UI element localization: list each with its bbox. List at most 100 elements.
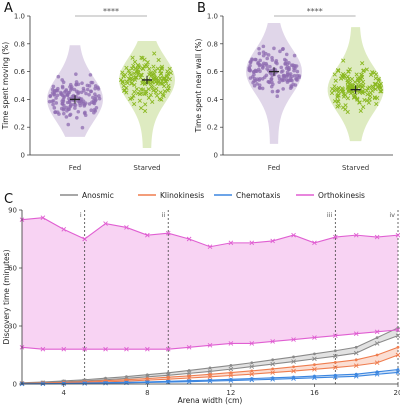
data-point — [68, 88, 73, 92]
data-point — [265, 56, 270, 61]
data-point — [370, 88, 375, 93]
legend-entry-orthokinesis: Orthokinesis — [318, 191, 365, 200]
data-point — [277, 74, 281, 79]
data-point — [83, 110, 87, 115]
data-point — [131, 63, 136, 68]
data-point — [131, 93, 136, 98]
data-point — [371, 85, 376, 90]
data-point — [141, 66, 146, 71]
data-point — [258, 58, 262, 63]
data-point — [76, 109, 81, 114]
marker-chemotaxis — [353, 373, 359, 379]
marker-anosmic — [333, 349, 337, 353]
data-point — [127, 71, 132, 76]
data-point — [293, 83, 298, 87]
data-point — [72, 87, 77, 92]
marker-orthokinesis — [228, 240, 234, 246]
data-point — [284, 52, 289, 57]
y-tick-label: 0 — [13, 381, 17, 389]
marker-klinokinesis — [374, 360, 380, 366]
data-point — [345, 96, 351, 101]
marker-orthokinesis — [165, 230, 171, 236]
marker-anosmic — [249, 364, 255, 369]
panel-b: B 0 0.2 0.4 0.6 0.8 1.0 Time spent near wall (%… — [194, 1, 393, 172]
data-point — [335, 67, 341, 73]
data-point — [87, 102, 92, 106]
data-point — [158, 71, 164, 76]
data-point — [54, 101, 59, 105]
marker-orthokinesis — [312, 335, 317, 340]
data-point — [281, 87, 285, 91]
marker-klinokinesis — [270, 370, 275, 375]
data-point — [295, 69, 300, 74]
data-point — [87, 92, 91, 97]
reference-line-label: iii — [327, 211, 333, 219]
data-point — [270, 80, 274, 84]
marker-anosmic — [207, 369, 213, 374]
data-point — [88, 73, 93, 77]
violin-starved — [327, 27, 384, 142]
marker-anosmic — [229, 364, 233, 367]
data-point — [89, 89, 93, 94]
marker-klinokinesis — [333, 365, 338, 370]
marker-anosmic — [187, 369, 191, 372]
data-point — [132, 82, 137, 88]
data-point — [260, 76, 265, 81]
marker-orthokinesis — [207, 343, 213, 348]
data-point — [270, 55, 274, 60]
data-point — [332, 99, 338, 104]
data-point — [257, 63, 262, 68]
data-point — [378, 89, 383, 94]
data-point — [65, 100, 70, 105]
data-point — [367, 97, 372, 102]
data-point — [120, 70, 125, 75]
marker-chemotaxis — [375, 370, 379, 374]
marker-klinokinesis — [292, 365, 295, 369]
data-point — [154, 86, 159, 91]
data-point — [345, 74, 350, 79]
data-point — [345, 109, 350, 115]
data-point — [132, 77, 138, 82]
data-point — [272, 46, 276, 51]
data-point — [258, 69, 262, 74]
data-point — [144, 63, 149, 68]
y-axis-label: Time spent moving (%) — [1, 42, 10, 130]
data-point — [139, 55, 144, 60]
marker-orthokinesis — [312, 240, 317, 246]
panel-label: B — [197, 1, 206, 16]
marker-klinokinesis — [271, 367, 275, 371]
marker-anosmic — [228, 366, 234, 372]
marker-orthokinesis — [395, 327, 400, 333]
y-tick-label: 0.8 — [207, 40, 218, 48]
data-point — [373, 76, 378, 81]
x-axis-label: Arena width (cm) — [178, 396, 243, 405]
data-point — [120, 80, 125, 85]
marker-orthokinesis — [333, 333, 338, 338]
data-point — [93, 84, 98, 88]
data-point — [286, 67, 291, 71]
data-point — [282, 57, 287, 62]
data-point — [69, 85, 74, 89]
data-point — [252, 76, 257, 81]
data-point — [93, 86, 97, 91]
data-point — [55, 93, 60, 98]
data-point — [261, 63, 265, 68]
data-point — [137, 98, 142, 103]
y-tick-label: 0 — [214, 152, 218, 160]
marker-klinokinesis — [207, 374, 213, 380]
data-point — [355, 78, 361, 83]
marker-orthokinesis — [61, 346, 67, 352]
marker-orthokinesis — [40, 346, 46, 352]
data-point — [355, 96, 360, 101]
data-point — [168, 70, 173, 76]
data-point — [361, 104, 366, 110]
data-point — [332, 84, 337, 89]
points-fed — [247, 44, 302, 99]
data-point — [258, 77, 262, 81]
data-point — [152, 75, 158, 81]
marker-anosmic — [291, 359, 296, 364]
data-point — [125, 80, 130, 86]
data-point — [297, 75, 301, 80]
data-point — [376, 76, 381, 82]
data-point — [73, 106, 77, 110]
